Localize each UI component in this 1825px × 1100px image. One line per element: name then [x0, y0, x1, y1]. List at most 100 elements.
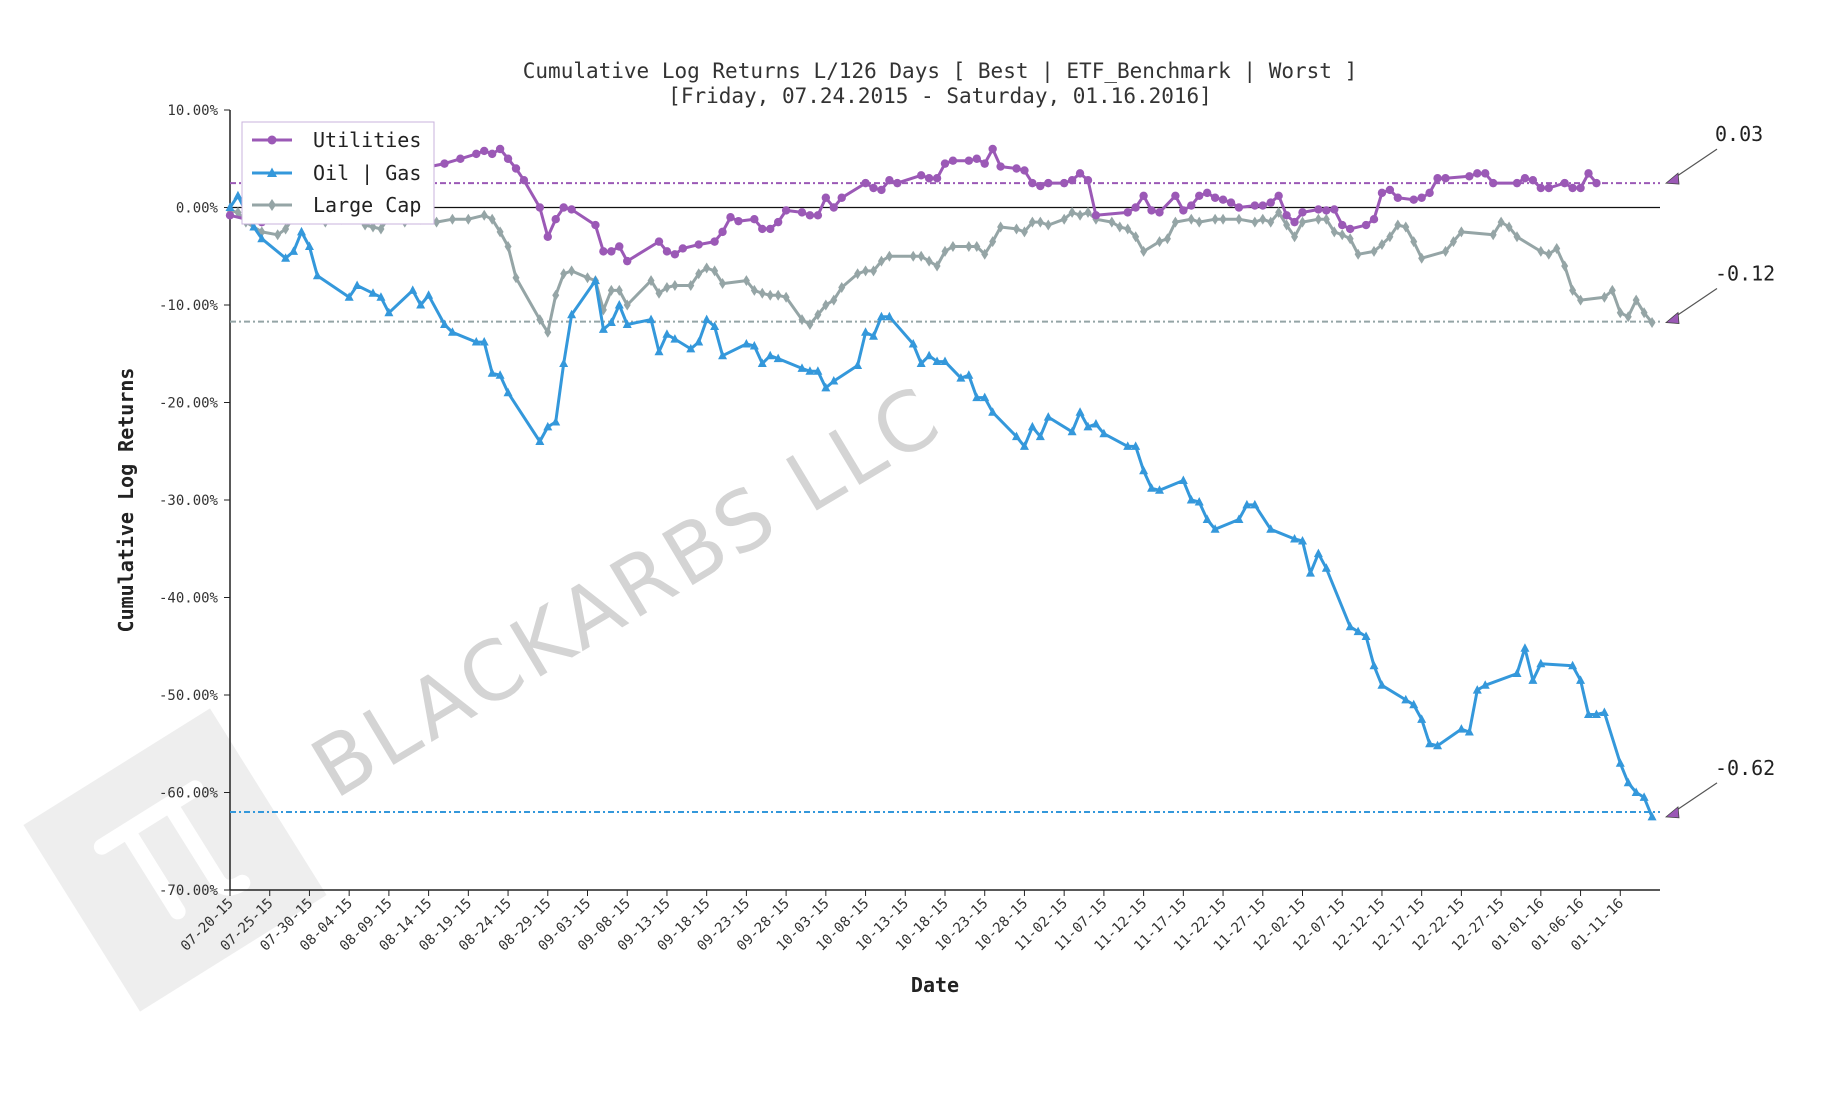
data-point [1195, 216, 1203, 228]
data-point [1568, 660, 1578, 670]
data-point [797, 208, 807, 217]
data-point [1481, 169, 1490, 178]
data-point [1171, 191, 1180, 200]
data-point [965, 241, 973, 252]
data-point [1647, 811, 1657, 821]
data-point [1028, 178, 1037, 188]
data-point [1433, 740, 1443, 750]
annotations: 0.03 -0.12 -0.62 [1664, 122, 1775, 819]
data-point [829, 203, 838, 212]
data-point [948, 156, 958, 165]
data-point [1163, 233, 1171, 245]
data-point [1027, 421, 1037, 431]
data-point [1632, 294, 1640, 306]
data-point [1313, 548, 1323, 558]
data-point [1083, 176, 1093, 185]
data-point [1322, 206, 1331, 215]
data-point [1314, 213, 1322, 225]
data-point [1520, 174, 1530, 183]
data-point [1369, 660, 1379, 670]
data-point [1591, 709, 1601, 718]
data-point [1584, 169, 1593, 178]
y-tick-label: 10.00% [167, 103, 218, 119]
data-point [925, 255, 933, 267]
data-point [853, 360, 863, 369]
data-point [1377, 680, 1387, 689]
data-point [749, 340, 759, 350]
data-point [504, 241, 512, 252]
data-point [1091, 418, 1101, 428]
data-point [1043, 412, 1053, 421]
data-point [1020, 226, 1028, 238]
data-point [1321, 563, 1331, 572]
data-point [1251, 216, 1259, 228]
data-point [1314, 205, 1323, 214]
data-point [1648, 317, 1656, 329]
data-point [805, 366, 815, 375]
data-point [623, 299, 631, 311]
data-point [1139, 191, 1148, 200]
y-tick-label: -20.00% [159, 396, 219, 412]
chart-subtitle: [Friday, 07.24.2015 - Saturday, 01.16.20… [668, 84, 1212, 108]
data-point [1456, 724, 1466, 733]
data-point [1560, 178, 1569, 188]
data-point [1028, 216, 1036, 228]
annotation-oil-gas: -0.62 [1664, 756, 1775, 819]
data-point [773, 217, 783, 227]
data-point [551, 215, 560, 224]
data-point [480, 209, 488, 221]
data-point [1234, 203, 1244, 212]
data-point [647, 275, 655, 287]
data-point [456, 154, 465, 163]
data-point [741, 339, 751, 348]
data-point [1020, 166, 1029, 175]
data-point [1186, 495, 1196, 504]
data-point [1576, 183, 1585, 193]
data-point [1378, 239, 1386, 251]
data-point [1433, 174, 1442, 183]
data-point [1178, 475, 1188, 484]
data-point [854, 268, 862, 280]
annotation-label: 0.03 [1715, 122, 1763, 146]
data-point [932, 356, 942, 366]
data-point [719, 278, 727, 290]
data-point [249, 222, 259, 231]
data-point [433, 216, 441, 228]
data-point [282, 223, 290, 235]
data-point [495, 144, 505, 154]
data-point [1147, 483, 1157, 492]
data-point [941, 245, 949, 257]
data-point [1274, 191, 1283, 200]
data-point [718, 350, 728, 360]
data-point [814, 309, 822, 321]
data-point [694, 337, 704, 346]
data-point [614, 300, 624, 309]
data-point [766, 289, 774, 301]
data-point [1377, 188, 1387, 198]
legend-marker-large-cap [268, 199, 276, 211]
data-point [376, 292, 386, 301]
data-point [440, 319, 449, 328]
annotation-arrow-head [1664, 806, 1680, 819]
data-point [1044, 178, 1053, 188]
data-point [447, 327, 457, 336]
data-point [964, 370, 974, 379]
data-point [304, 241, 314, 250]
data-point [710, 237, 719, 246]
data-point [1219, 213, 1227, 225]
data-point [495, 370, 505, 379]
data-point [972, 392, 982, 402]
data-point [479, 337, 489, 346]
data-point [1202, 188, 1212, 198]
data-point [1370, 245, 1378, 257]
data-point [1194, 496, 1204, 506]
data-point [511, 164, 521, 173]
data-point [909, 250, 917, 262]
data-point [1425, 188, 1434, 198]
data-point [1155, 208, 1164, 217]
data-point [1187, 213, 1195, 225]
data-point [1179, 206, 1188, 215]
data-point [1631, 787, 1641, 796]
data-point [1584, 709, 1593, 718]
